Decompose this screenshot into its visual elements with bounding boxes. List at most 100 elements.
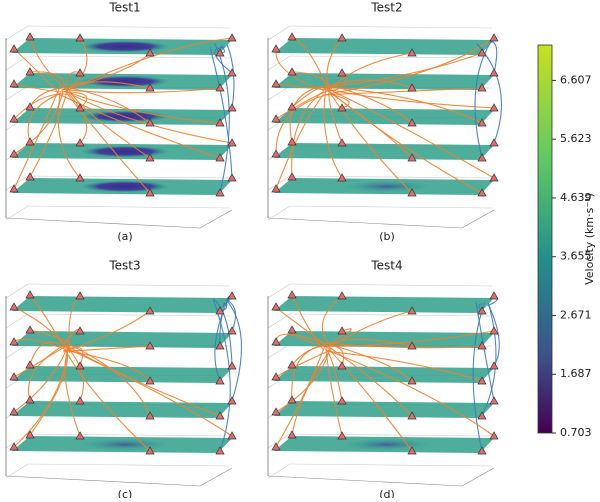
ray-orange — [330, 93, 350, 109]
grid-line — [267, 283, 291, 299]
ray-orange — [289, 85, 323, 143]
station — [227, 68, 237, 77]
station — [477, 153, 487, 162]
ray-orange — [291, 344, 323, 401]
panel: Test2 (b) — [267, 1, 503, 243]
station — [287, 67, 297, 76]
station — [215, 376, 225, 385]
station — [489, 68, 499, 77]
station — [25, 430, 35, 439]
station — [407, 188, 417, 197]
panel: Test3 (c) — [5, 259, 243, 501]
station — [9, 372, 19, 381]
ray-orange — [325, 348, 495, 437]
station — [227, 326, 237, 335]
station — [25, 137, 35, 146]
station — [337, 33, 347, 42]
ray-orange — [66, 37, 88, 91]
station — [337, 291, 347, 300]
grid-line — [289, 205, 493, 209]
ray-blue — [209, 47, 233, 179]
grid-line — [27, 433, 231, 437]
ray-orange — [65, 345, 221, 417]
ray-orange — [321, 295, 343, 346]
station — [75, 103, 85, 112]
velocity-layer — [274, 108, 494, 125]
floor — [5, 209, 233, 229]
panel-caption: (b) — [379, 230, 395, 243]
station — [477, 376, 487, 385]
ray-orange — [275, 347, 331, 413]
station — [75, 396, 85, 405]
station — [477, 83, 487, 92]
ray-orange — [63, 310, 151, 353]
ray-blue — [214, 299, 229, 382]
station — [215, 306, 225, 315]
panel: Test1 (a) — [5, 1, 237, 243]
ray-orange — [328, 90, 483, 194]
station — [227, 396, 237, 405]
station — [407, 48, 417, 57]
ray-orange — [327, 86, 483, 124]
station — [477, 188, 487, 197]
grid-line — [5, 343, 29, 359]
floor — [5, 467, 233, 487]
station — [477, 341, 487, 350]
velocity-anomaly — [80, 180, 170, 193]
station — [25, 395, 35, 404]
ray-orange — [29, 352, 68, 436]
station — [489, 138, 499, 147]
station — [287, 325, 297, 334]
ray-orange — [29, 36, 68, 91]
ray-orange — [326, 79, 413, 89]
station — [145, 306, 155, 315]
ray-blue — [476, 43, 503, 144]
station — [145, 341, 155, 350]
ray-orange — [323, 343, 413, 452]
ray-orange — [325, 87, 495, 179]
colorbar-tick-label: 6.607 — [560, 73, 592, 86]
velocity-anomaly — [80, 75, 170, 88]
ray-orange — [64, 345, 81, 437]
axes-box — [5, 25, 233, 229]
station — [9, 442, 19, 451]
ray-orange — [60, 345, 233, 437]
station — [337, 173, 347, 182]
station — [9, 114, 19, 123]
station — [75, 33, 85, 42]
station — [489, 326, 499, 335]
grid-line — [27, 55, 231, 59]
ray-orange — [323, 85, 343, 179]
ray-orange — [326, 344, 413, 417]
station — [271, 372, 281, 381]
station — [337, 103, 347, 112]
ray-blue — [227, 299, 237, 332]
station — [287, 172, 297, 181]
station — [227, 173, 237, 182]
colorbar-label: Velocity (km·s⁻¹) — [583, 193, 596, 285]
station — [75, 326, 85, 335]
station — [75, 68, 85, 77]
station — [227, 33, 237, 42]
station — [25, 290, 35, 299]
station — [25, 102, 35, 111]
ray-orange — [275, 93, 330, 155]
station — [271, 337, 281, 346]
station — [287, 102, 297, 111]
floor — [267, 209, 495, 229]
grid-line — [27, 313, 231, 317]
velocity-anomaly — [342, 438, 432, 451]
ray-orange — [67, 87, 151, 159]
station — [227, 361, 237, 370]
grid-line — [267, 85, 291, 101]
panel-title: Test2 — [370, 1, 402, 15]
velocity-layer — [12, 331, 232, 348]
station — [271, 79, 281, 88]
station — [25, 325, 35, 334]
ray-orange — [330, 37, 495, 95]
station — [75, 173, 85, 182]
grid-line — [267, 205, 291, 221]
axes-box — [267, 25, 495, 229]
station — [145, 446, 155, 455]
